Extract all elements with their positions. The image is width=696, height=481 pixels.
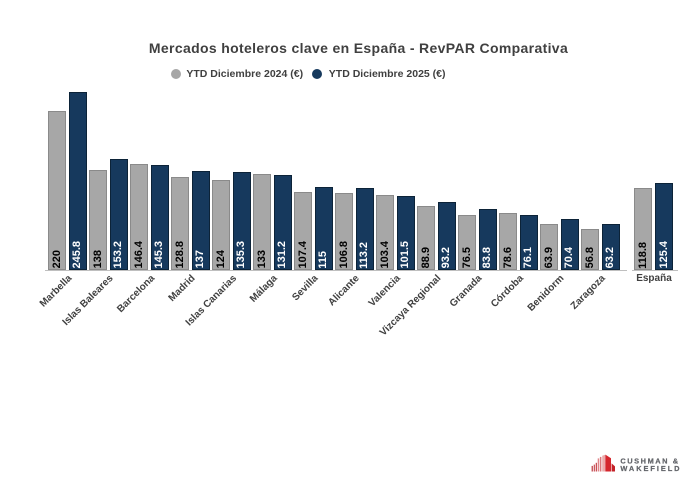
svg-text:WAKEFIELD: WAKEFIELD bbox=[620, 464, 681, 473]
svg-text:CUSHMAN &: CUSHMAN & bbox=[620, 457, 679, 466]
